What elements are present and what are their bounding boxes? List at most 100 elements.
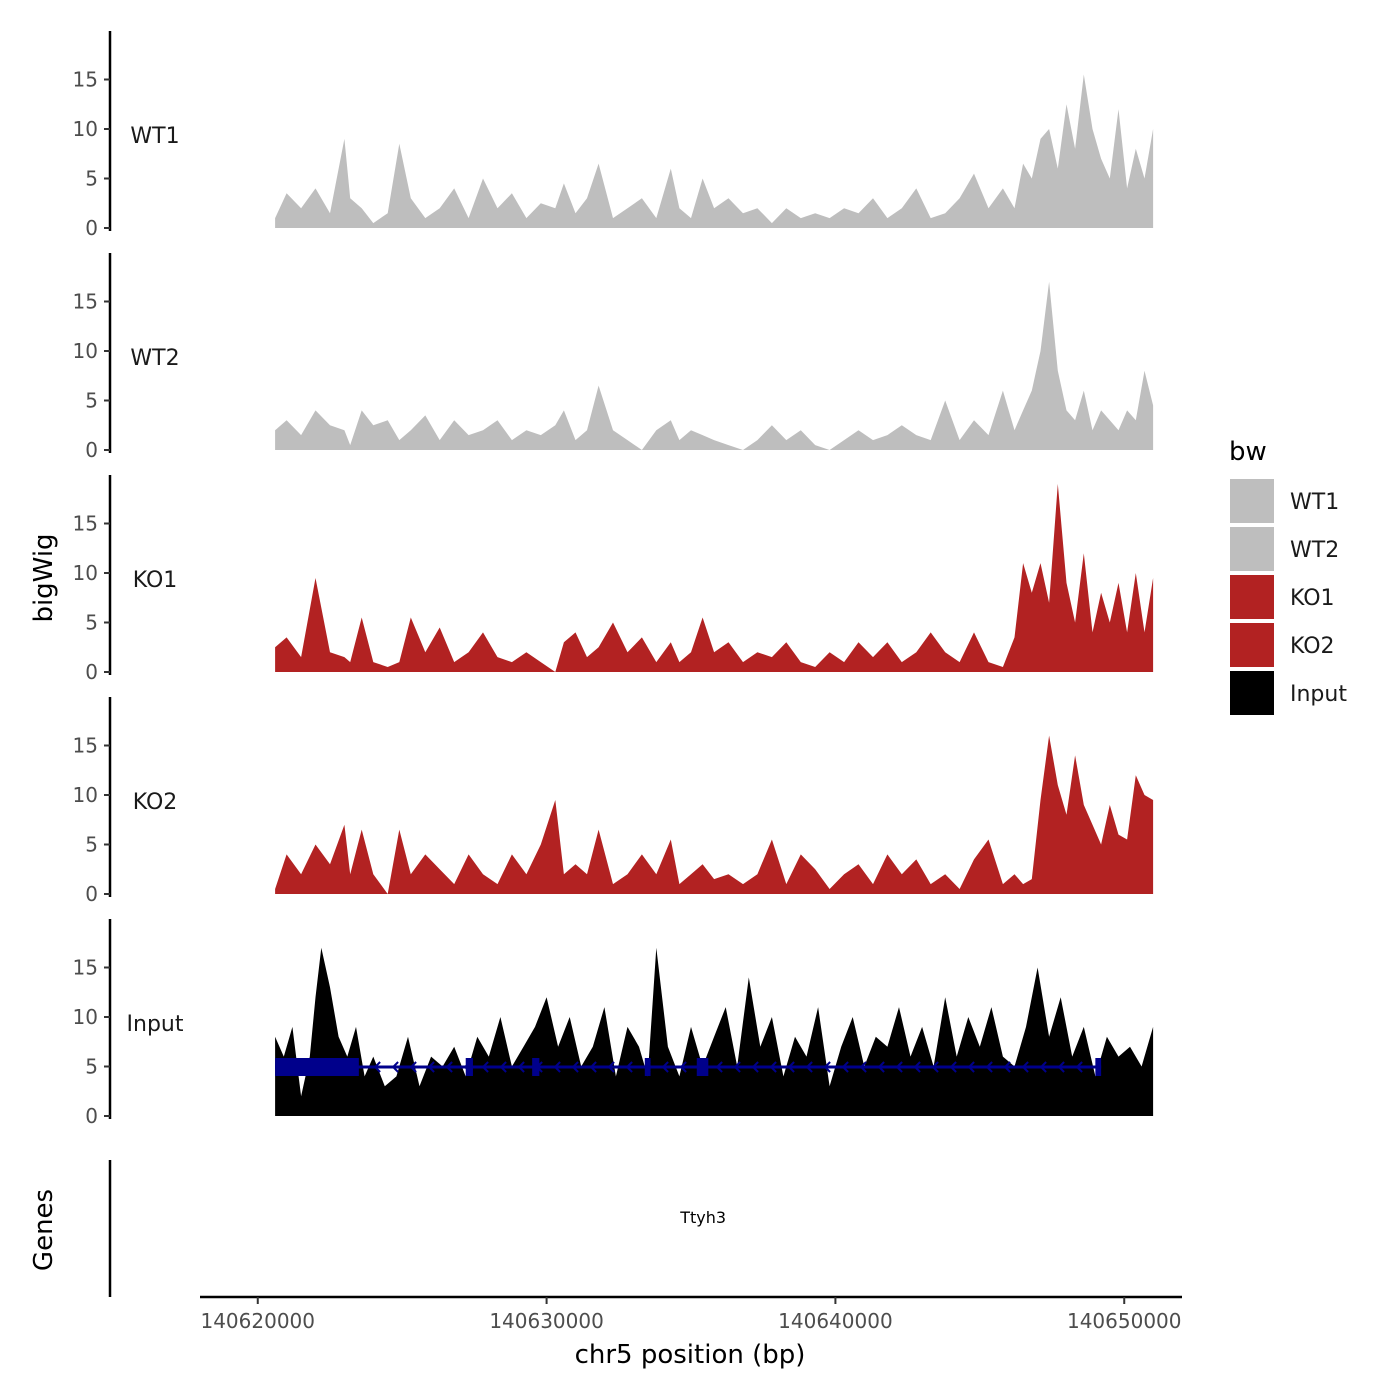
track-label-wt1: WT1 (130, 124, 179, 149)
y-tick-label: 10 (73, 117, 98, 141)
strand-arrow-icon (1003, 1061, 1011, 1073)
area-ko2 (275, 735, 1154, 894)
y-tick-label: 15 (73, 956, 98, 980)
strand-arrow-icon (391, 1061, 399, 1073)
signal-tracks: 0 5 10 15 WT1 0 5 10 15 WT2 0 5 10 15 KO1 0 5 10 15 KO2 0 5 10… (73, 31, 1154, 1128)
strand-arrow-icon (715, 1061, 723, 1073)
legend-swatch-wt2 (1230, 527, 1274, 571)
strand-arrow-icon (751, 1061, 759, 1073)
y-tick-label: 10 (73, 783, 98, 807)
track-ko2: 0 5 10 15 KO2 (73, 697, 1154, 906)
strand-arrow-icon (625, 1061, 633, 1073)
y-tick-label: 15 (73, 68, 98, 92)
track-input: 0 5 10 15 Input (73, 919, 1154, 1128)
strand-arrow-icon (661, 1061, 669, 1073)
area-wt1 (275, 74, 1154, 228)
strand-arrow-icon (877, 1061, 885, 1073)
y-tick-label: 0 (85, 438, 98, 462)
y-tick-label: 10 (73, 561, 98, 585)
strand-arrow-icon (913, 1061, 921, 1073)
strand-arrow-icon (859, 1061, 867, 1073)
y-axis-title: bigWig (29, 533, 59, 622)
x-tick-label: 140650000 (1067, 1309, 1182, 1333)
strand-arrow-icon (805, 1061, 813, 1073)
area-ko1 (275, 483, 1154, 672)
strand-arrow-icon (517, 1061, 525, 1073)
strand-arrow-icon (1039, 1061, 1047, 1073)
legend-swatch-ko1 (1230, 575, 1274, 619)
strand-arrow-icon (679, 1061, 687, 1073)
strand-arrow-icon (607, 1061, 615, 1073)
exon (696, 1058, 709, 1076)
legend-label-wt1: WT1 (1290, 490, 1339, 515)
legend-label-input: Input (1290, 682, 1347, 707)
strand-arrow-icon (949, 1061, 957, 1073)
exon (1095, 1058, 1102, 1076)
legend-label-ko2: KO2 (1290, 634, 1335, 659)
track-wt1: 0 5 10 15 WT1 (73, 31, 1154, 240)
legend-swatch-input (1230, 671, 1274, 715)
y-tick-label: 10 (73, 339, 98, 363)
strand-arrow-icon (481, 1061, 489, 1073)
strand-arrow-icon (427, 1061, 435, 1073)
strand-arrow-icon (787, 1061, 795, 1073)
gene-track: Ttyh3 (108, 1058, 1102, 1297)
exon (644, 1058, 651, 1076)
strand-arrow-icon (589, 1061, 597, 1073)
legend: bw WT1 WT2 KO1 KO2 Input (1229, 437, 1347, 715)
strand-arrow-icon (895, 1061, 903, 1073)
strand-arrow-icon (571, 1061, 579, 1073)
track-ko1: 0 5 10 15 KO1 (73, 475, 1154, 684)
strand-arrow-icon (985, 1061, 993, 1073)
gene-name-label: Ttyh3 (679, 1208, 726, 1227)
x-axis: 140620000 140630000 140640000 140650000 (200, 1295, 1182, 1333)
track-label-wt2: WT2 (130, 346, 179, 371)
y-tick-label: 0 (85, 216, 98, 240)
strand-arrow-icon (553, 1061, 561, 1073)
y-tick-label: 5 (85, 1055, 98, 1079)
track-label-ko2: KO2 (133, 790, 178, 815)
y-tick-label: 15 (73, 512, 98, 536)
y-tick-label: 15 (73, 734, 98, 758)
y-tick-label: 5 (85, 389, 98, 413)
area-input (275, 947, 1154, 1116)
y-tick-label: 10 (73, 1005, 98, 1029)
strand-arrow-icon (445, 1061, 453, 1073)
y-tick-label: 0 (85, 1104, 98, 1128)
exon (275, 1058, 359, 1076)
legend-label-wt2: WT2 (1290, 538, 1339, 563)
y-tick-label: 0 (85, 882, 98, 906)
strand-arrow-icon (409, 1061, 417, 1073)
strand-arrow-icon (499, 1061, 507, 1073)
track-wt2: 0 5 10 15 WT2 (73, 253, 1154, 462)
legend-title: bw (1229, 437, 1267, 467)
x-tick-label: 140640000 (778, 1309, 893, 1333)
strand-arrow-icon (931, 1061, 939, 1073)
strand-arrow-icon (1057, 1061, 1065, 1073)
strand-arrow-icon (1075, 1061, 1083, 1073)
y-tick-label: 15 (73, 290, 98, 314)
strand-arrow-icon (841, 1061, 849, 1073)
legend-swatch-wt1 (1230, 479, 1274, 523)
strand-arrow-icon (823, 1061, 831, 1073)
track-label-ko1: KO1 (133, 568, 178, 593)
y-tick-label: 5 (85, 167, 98, 191)
strand-arrow-icon (769, 1061, 777, 1073)
x-tick-label: 140630000 (489, 1309, 604, 1333)
strand-arrow-icon (1021, 1061, 1029, 1073)
y-tick-label: 5 (85, 833, 98, 857)
exon (532, 1058, 540, 1076)
track-label-input: Input (127, 1012, 184, 1037)
strand-arrow-icon (373, 1061, 381, 1073)
legend-swatch-ko2 (1230, 623, 1274, 667)
area-wt2 (275, 281, 1154, 450)
strand-arrow-icon (733, 1061, 741, 1073)
exon (465, 1058, 473, 1076)
x-axis-title: chr5 position (bp) (575, 1340, 806, 1370)
y-tick-label: 0 (85, 660, 98, 684)
legend-label-ko1: KO1 (1290, 586, 1335, 611)
strand-arrow-icon (967, 1061, 975, 1073)
x-tick-label: 140620000 (200, 1309, 315, 1333)
genes-axis-title: Genes (29, 1189, 59, 1271)
